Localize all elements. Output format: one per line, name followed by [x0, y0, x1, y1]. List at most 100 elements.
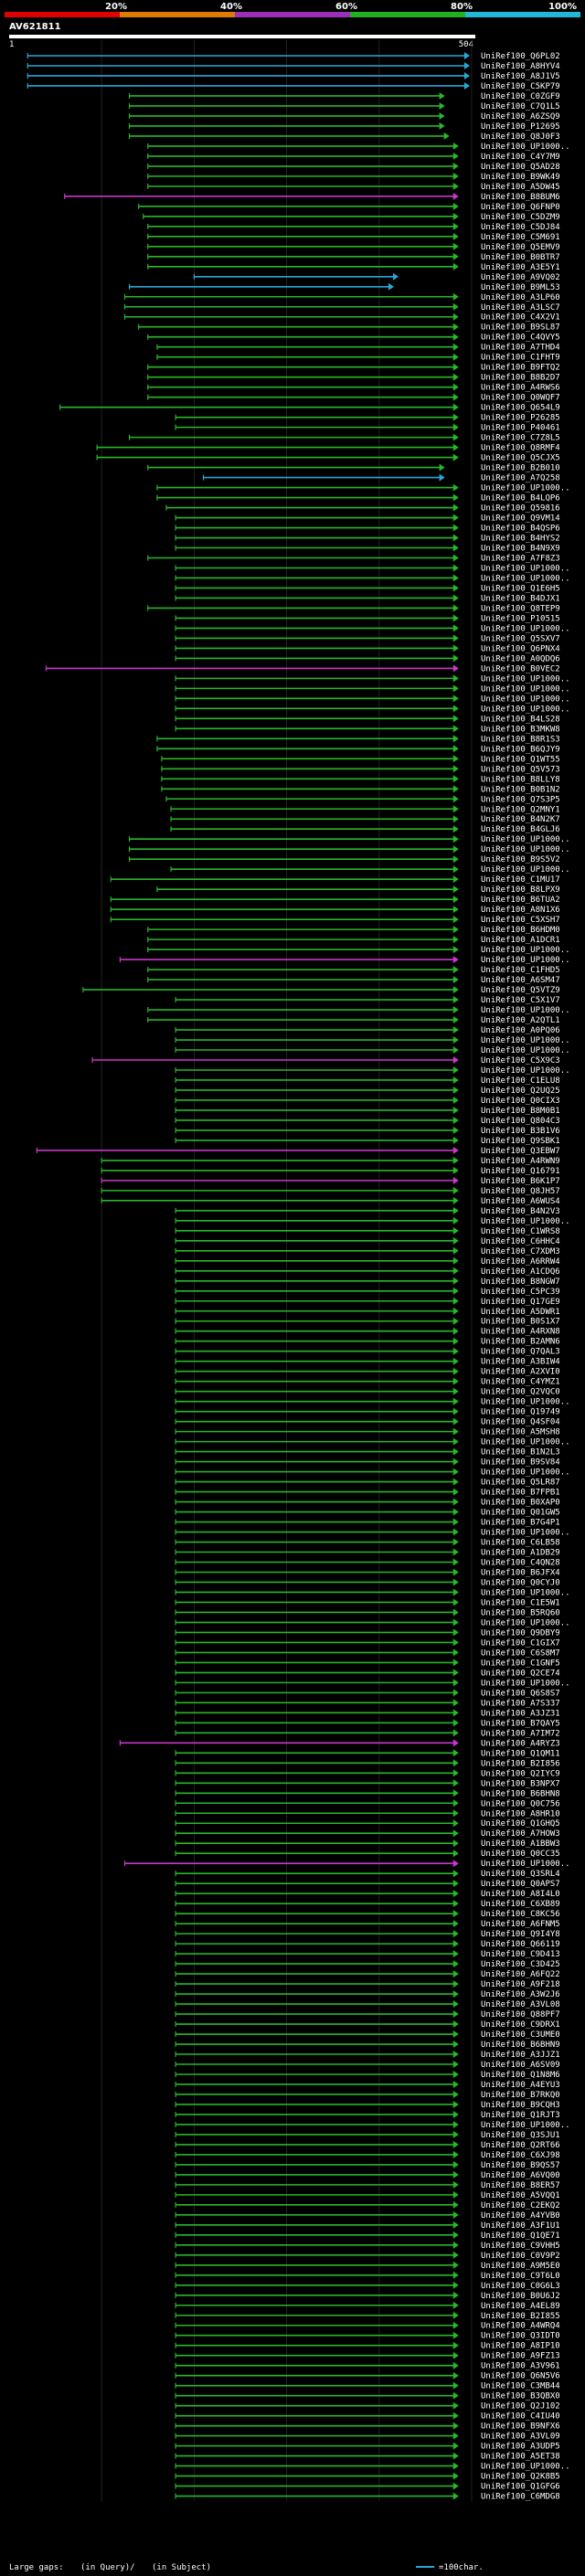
hit-end-arrow	[452, 1910, 459, 1918]
hit-row: UniRef100_B8ER57	[175, 2180, 560, 2190]
hit-end-arrow	[452, 142, 459, 150]
hit-end-arrow	[452, 1226, 459, 1235]
hit-label: UniRef100_A3E5Y1	[481, 263, 560, 272]
hit-end-arrow	[452, 2301, 459, 2309]
hit-end-arrow	[452, 2281, 459, 2289]
hit-end-arrow	[452, 1960, 459, 1968]
hit-end-arrow	[452, 946, 459, 954]
hit-end-arrow	[452, 1528, 459, 1536]
hit-end-arrow	[452, 2351, 459, 2359]
hit-row: UniRef100_Q7QAL3	[175, 1347, 560, 1357]
hit-end-arrow	[452, 242, 459, 250]
hit-end-arrow	[452, 2432, 459, 2440]
hit-end-arrow	[452, 2231, 459, 2239]
legend-in-subject: (in Subject)	[152, 2563, 211, 2572]
hit-row: UniRef100_Q66119	[175, 1940, 560, 1949]
hit-row: UniRef100_UP1000..	[156, 483, 570, 493]
hit-end-arrow	[452, 1598, 459, 1606]
hit-label: UniRef100_Q8J0F3	[481, 133, 560, 142]
hit-label: UniRef100_B4LQP6	[481, 494, 560, 504]
hit-row: UniRef100_B6K1P7	[101, 1176, 560, 1186]
hit-label: UniRef100_B9ML53	[481, 283, 560, 292]
hit-label: UniRef100_Q1QE71	[481, 2231, 560, 2241]
hit-row: UniRef100_UP1000..	[175, 705, 570, 714]
hit-row: UniRef100_A5VQQ1	[175, 2190, 560, 2200]
hit-end-arrow	[452, 785, 459, 793]
hit-row: UniRef100_Q3SRL4	[175, 1870, 560, 1879]
hit-label: UniRef100_UP1000..	[481, 1588, 570, 1597]
hit-label: UniRef100_Q2K8B5	[481, 2473, 560, 2482]
hit-end-arrow	[452, 1538, 459, 1546]
hit-label: UniRef100_Q0WQF7	[481, 394, 560, 403]
hit-label: UniRef100_A2QTL1	[481, 1016, 560, 1025]
hit-end-arrow	[452, 674, 459, 683]
hit-label: UniRef100_B6BHN9	[481, 2041, 560, 2050]
hit-label: UniRef100_C1FHT9	[481, 354, 560, 363]
hit-row: UniRef100_B8B2D7	[147, 373, 560, 383]
hit-label: UniRef100_P40461	[481, 424, 560, 433]
hit-row: UniRef100_A7Q258	[202, 473, 560, 483]
hit-row: UniRef100_B0B1N2	[161, 785, 560, 794]
scale-segment-4	[350, 12, 465, 17]
scale-segment-5	[465, 12, 580, 17]
hit-label: UniRef100_A7Q258	[481, 474, 560, 483]
hit-row: UniRef100_B9CQH3	[175, 2100, 560, 2110]
hit-row: UniRef100_Q9SBK1	[175, 1136, 560, 1146]
hit-label: UniRef100_B9NFX6	[481, 2422, 560, 2432]
hit-row: UniRef100_B8R1S3	[156, 735, 560, 744]
hit-end-arrow	[452, 1518, 459, 1526]
scale-label-3: 60%	[335, 2, 357, 12]
hit-end-arrow	[452, 514, 459, 522]
hit-label: UniRef100_Q7QAL3	[481, 1348, 560, 1357]
hit-row: UniRef100_B4LQP6	[156, 493, 560, 504]
hit-end-arrow	[452, 1397, 459, 1405]
hit-row: UniRef100_C1FHD5	[147, 966, 560, 975]
hit-row: UniRef100_A9VQ02	[193, 272, 560, 282]
hit-label: UniRef100_C5XSH7	[481, 916, 560, 925]
hit-row: UniRef100_B7FPB1	[175, 1488, 560, 1498]
hit-end-arrow	[452, 825, 459, 833]
hit-end-arrow	[452, 1156, 459, 1164]
hit-end-arrow	[452, 966, 459, 974]
hit-end-arrow	[452, 765, 459, 773]
hit-row: UniRef100_B3B1V6	[175, 1126, 560, 1136]
hit-label: UniRef100_UP1000..	[481, 1046, 570, 1055]
hit-end-arrow	[452, 1970, 459, 1978]
hit-row: UniRef100_Q7S3P5	[165, 795, 560, 804]
hit-end-arrow	[452, 875, 459, 884]
hit-end-arrow	[452, 2412, 459, 2420]
hit-end-arrow	[452, 292, 459, 301]
hit-end-arrow	[452, 1116, 459, 1124]
hit-label: UniRef100_C0ZGF9	[481, 92, 560, 101]
hit-label: UniRef100_B0S1X7	[481, 1318, 560, 1327]
hit-row: UniRef100_UP1000..	[175, 624, 570, 633]
hit-row: UniRef100_B9WK49	[147, 172, 560, 182]
hit-end-arrow	[452, 1769, 459, 1777]
hit-end-arrow	[393, 272, 399, 281]
hit-end-arrow	[452, 705, 459, 713]
hit-row: UniRef100_B6BHN8	[175, 1789, 560, 1798]
hit-row: UniRef100_UP1000..	[147, 142, 570, 152]
hit-label: UniRef100_A5DWR1	[481, 1308, 560, 1317]
hit-end-arrow	[452, 1387, 459, 1395]
hit-row: UniRef100_A4YVB0	[175, 2210, 560, 2221]
hit-row: UniRef100_Q1QE71	[175, 2231, 560, 2241]
hit-end-arrow	[452, 2462, 459, 2470]
hit-row: UniRef100_C1GIX7	[175, 1638, 560, 1648]
hit-label: UniRef100_A3LSC7	[481, 303, 560, 313]
hit-label: UniRef100_C4X2V1	[481, 313, 560, 323]
hit-label: UniRef100_B0B1N2	[481, 785, 560, 794]
hit-label: UniRef100_C3UME0	[481, 2030, 560, 2040]
hit-label: UniRef100_C4QN28	[481, 1559, 560, 1568]
hit-row: UniRef100_B0S1X7	[175, 1317, 560, 1327]
hit-row: UniRef100_A8HR10	[175, 1809, 560, 1818]
hit-end-arrow	[452, 393, 459, 401]
hit-end-arrow	[452, 1417, 459, 1426]
hit-end-arrow	[452, 383, 459, 391]
hit-end-arrow	[452, 343, 459, 351]
hit-end-arrow	[452, 735, 459, 743]
hit-label: UniRef100_Q1GHQ5	[481, 1819, 560, 1829]
hit-row: UniRef100_C7Z8L5	[128, 433, 560, 443]
hit-end-arrow	[452, 956, 459, 964]
hit-label: UniRef100_B4HYS2	[481, 535, 560, 544]
